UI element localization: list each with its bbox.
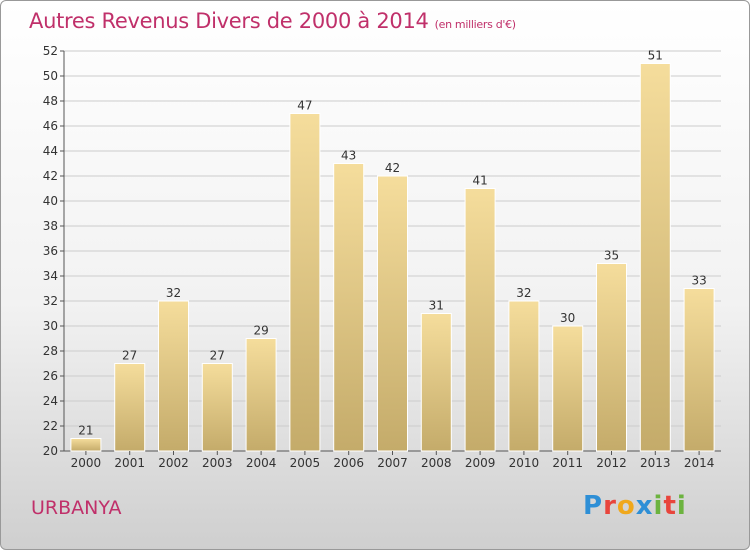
bar-2002 [158,300,189,452]
proxiti-logo: Proxiti [583,491,687,521]
x-tick-label-2000: 2000 [71,456,102,470]
bar-2013 [639,63,671,452]
x-tick-label-2013: 2013 [640,456,671,470]
bar-2003 [201,363,233,452]
chart-title: Autres Revenus Divers de 2000 à 2014 (en … [29,9,516,33]
bar-2010 [508,300,540,452]
y-tick-label: 34 [43,269,58,283]
bar-2006 [333,163,365,452]
x-tick-label-2012: 2012 [596,456,627,470]
x-tick-label-2002: 2002 [158,456,189,470]
value-label-2006: 43 [341,149,356,163]
y-tick-label: 20 [43,444,58,458]
bar-2008 [420,313,452,452]
bar-2000 [70,438,102,452]
value-label-2004: 29 [253,324,268,338]
x-tick-label-2008: 2008 [421,456,452,470]
bar-2014 [683,288,715,452]
y-tick-label: 26 [43,369,58,383]
value-label-2001: 27 [122,349,137,363]
y-tick-label: 36 [43,244,58,258]
title-unit: (en milliers d'€) [434,18,516,31]
value-label-2013: 51 [648,49,663,63]
y-tick-label: 32 [43,294,58,308]
y-tick-label: 40 [43,194,58,208]
title-text: Autres Revenus Divers de 2000 à 2014 [29,9,429,33]
value-label-2008: 31 [429,299,444,313]
value-label-2002: 32 [166,286,181,300]
x-tick-label-2005: 2005 [290,456,321,470]
value-label-2009: 41 [472,174,487,188]
y-tick-label: 50 [43,69,58,83]
x-tick-label-2009: 2009 [465,456,496,470]
x-tick-label-2006: 2006 [333,456,364,470]
y-tick-label: 30 [43,319,58,333]
y-tick-label: 38 [43,219,58,233]
x-tick-label-2007: 2007 [377,456,408,470]
bar-2005 [289,113,321,452]
value-label-2011: 30 [560,311,575,325]
x-tick-label-2014: 2014 [684,456,715,470]
place-name: URBANYA [31,497,122,519]
value-label-2010: 32 [516,286,531,300]
y-tick-label: 22 [43,419,58,433]
y-tick-label: 24 [43,394,58,408]
y-tick-label: 46 [43,119,58,133]
value-label-2000: 21 [78,424,93,438]
y-tick-label: 42 [43,169,58,183]
bar-2004 [245,338,277,452]
bar-2007 [377,175,408,452]
y-tick-label: 44 [43,144,58,158]
bar-2009 [464,188,496,452]
value-label-2003: 27 [210,349,225,363]
value-label-2014: 33 [691,274,706,288]
x-tick-label-2004: 2004 [246,456,277,470]
x-tick-label-2010: 2010 [509,456,540,470]
y-tick-label: 48 [43,94,58,108]
value-label-2012: 35 [604,249,619,263]
value-label-2005: 47 [297,99,312,113]
bar-2012 [596,263,627,452]
x-tick-label-2011: 2011 [552,456,583,470]
value-label-2007: 42 [385,161,400,175]
x-tick-label-2003: 2003 [202,456,233,470]
y-tick-label: 52 [43,44,58,58]
bar-2001 [114,363,146,452]
bar-2011 [552,325,584,452]
x-tick-label-2001: 2001 [114,456,145,470]
y-tick-label: 28 [43,344,58,358]
